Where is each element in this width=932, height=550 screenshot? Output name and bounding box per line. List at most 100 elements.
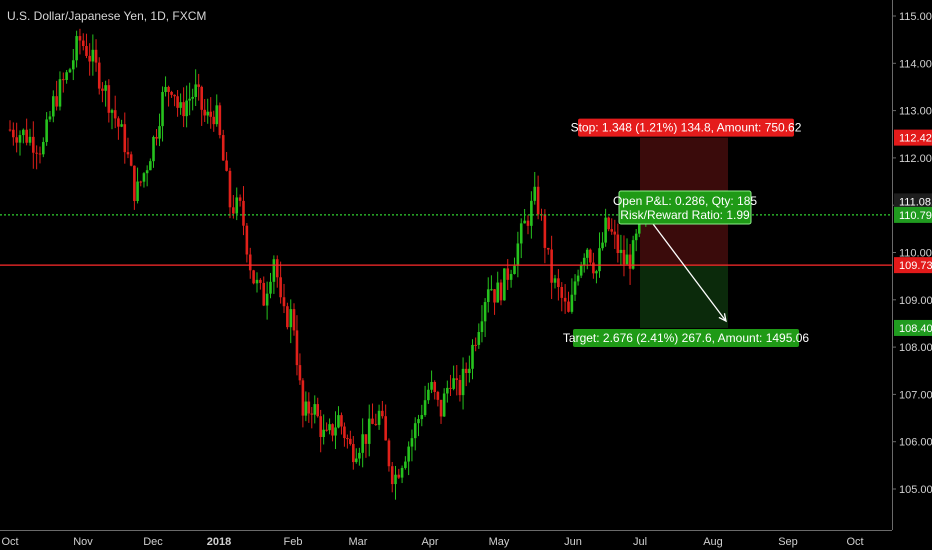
- candle-body: [206, 111, 210, 116]
- price-tick-label: 107.000: [899, 389, 932, 401]
- price-tag-box: [894, 319, 932, 336]
- candle-body: [483, 302, 487, 322]
- candle-body: [78, 36, 82, 41]
- candle-body: [232, 207, 235, 214]
- time-axis[interactable]: Oct Nov Dec 2018 Feb Mar Apr May Jun Jul Aug Sep Oct: [1, 536, 863, 548]
- time-tick-label: Oct: [1, 536, 18, 548]
- candle-body: [496, 282, 499, 303]
- candle-body: [387, 440, 391, 467]
- candle-body: [286, 306, 289, 328]
- risk-reward-label: Risk/Reward Ratio: 1.99: [620, 208, 750, 222]
- time-tick-label: Jun: [564, 536, 582, 548]
- candle-body: [364, 434, 368, 444]
- candle-body: [637, 218, 641, 234]
- price-tick-label: 112.000: [899, 153, 932, 165]
- candle-body: [179, 102, 182, 108]
- time-tick-label: Apr: [421, 536, 438, 548]
- candle-body: [55, 96, 58, 107]
- candle-body: [52, 96, 55, 117]
- candle-body: [374, 423, 378, 425]
- target-label: Target: 2.676 (2.41%) 267.6, Amount: 149…: [563, 331, 809, 345]
- candle-body: [262, 282, 266, 306]
- candle-body: [349, 438, 352, 445]
- candle-body: [331, 424, 334, 436]
- candle-body: [427, 389, 430, 401]
- candle-body: [91, 49, 95, 62]
- time-tick-label: Dec: [143, 536, 163, 548]
- candle-body: [358, 452, 361, 459]
- candle-body: [553, 278, 557, 283]
- candle-body: [598, 248, 601, 272]
- candle-body: [88, 55, 91, 62]
- candle-body: [215, 105, 219, 125]
- candle-body: [563, 297, 567, 302]
- candle-body: [592, 262, 595, 274]
- candle-body: [625, 254, 629, 265]
- candle-body: [582, 257, 586, 265]
- candle-body: [68, 69, 72, 73]
- candle-body: [152, 136, 155, 162]
- candle-body: [436, 391, 440, 400]
- candle-body: [352, 444, 355, 463]
- candle-body: [282, 297, 286, 307]
- price-tick-label: 106.000: [899, 437, 932, 449]
- candle-body: [543, 214, 547, 248]
- chart-title: U.S. Dollar/Japanese Yen, 1D, FXCM: [7, 9, 206, 23]
- candle-body: [71, 60, 75, 70]
- price-tag-box: [894, 257, 932, 274]
- candle-body: [94, 49, 98, 63]
- candle-body: [194, 84, 197, 97]
- candle-body: [126, 152, 130, 155]
- candle-body: [601, 242, 604, 249]
- price-tick-label: 114.000: [899, 58, 932, 70]
- candle-body: [634, 233, 638, 241]
- candle-body: [218, 105, 222, 136]
- candle-body: [129, 154, 133, 166]
- time-tick-label: Mar: [349, 536, 368, 548]
- candle-body: [595, 271, 598, 274]
- candle-body: [509, 274, 513, 280]
- candle-body: [48, 116, 52, 120]
- candle-body: [526, 220, 530, 226]
- candle-body: [265, 293, 269, 306]
- candle-body: [322, 429, 325, 438]
- price-tag-box: [894, 206, 932, 223]
- price-axis[interactable]: 115.000114.000113.000112.000111.000110.0…: [892, 11, 932, 496]
- candle-body: [343, 426, 346, 439]
- price-tag-label: 112.429: [899, 133, 932, 145]
- candle-body: [493, 289, 496, 303]
- candle-body: [107, 85, 111, 113]
- candle-body: [319, 416, 322, 438]
- candle-body: [101, 88, 104, 91]
- candle-body: [474, 344, 477, 346]
- candle-body: [622, 249, 626, 265]
- candle-body: [390, 466, 394, 485]
- candle-body: [486, 289, 490, 303]
- position-overlay[interactable]: Stop: 1.348 (1.21%) 134.8, Amount: 750.6…: [563, 118, 809, 347]
- time-tick-label: Nov: [73, 536, 93, 548]
- candle-body: [61, 79, 65, 81]
- horizontal-lines: [0, 214, 892, 266]
- candle-body: [185, 100, 188, 117]
- price-tick-label: 105.000: [899, 484, 932, 496]
- candle-body: [516, 243, 520, 266]
- candle-body: [307, 401, 311, 414]
- time-tick-label: Feb: [284, 536, 303, 548]
- candle-body: [519, 223, 523, 244]
- candle-body: [188, 98, 191, 101]
- candle-body: [452, 378, 455, 389]
- candle-body: [149, 161, 152, 171]
- candle-body: [110, 110, 114, 113]
- time-tick-label: May: [489, 536, 510, 548]
- candle-body: [610, 229, 614, 232]
- candle-body: [530, 200, 533, 226]
- candle-body: [628, 254, 632, 269]
- candle-body: [449, 387, 452, 389]
- candle-body: [631, 240, 635, 269]
- candle-body: [38, 153, 42, 155]
- price-tags: 112.429 111.081 110.795 109.733 108.405: [894, 129, 932, 336]
- candle-body: [506, 268, 510, 280]
- candle-body: [15, 137, 18, 143]
